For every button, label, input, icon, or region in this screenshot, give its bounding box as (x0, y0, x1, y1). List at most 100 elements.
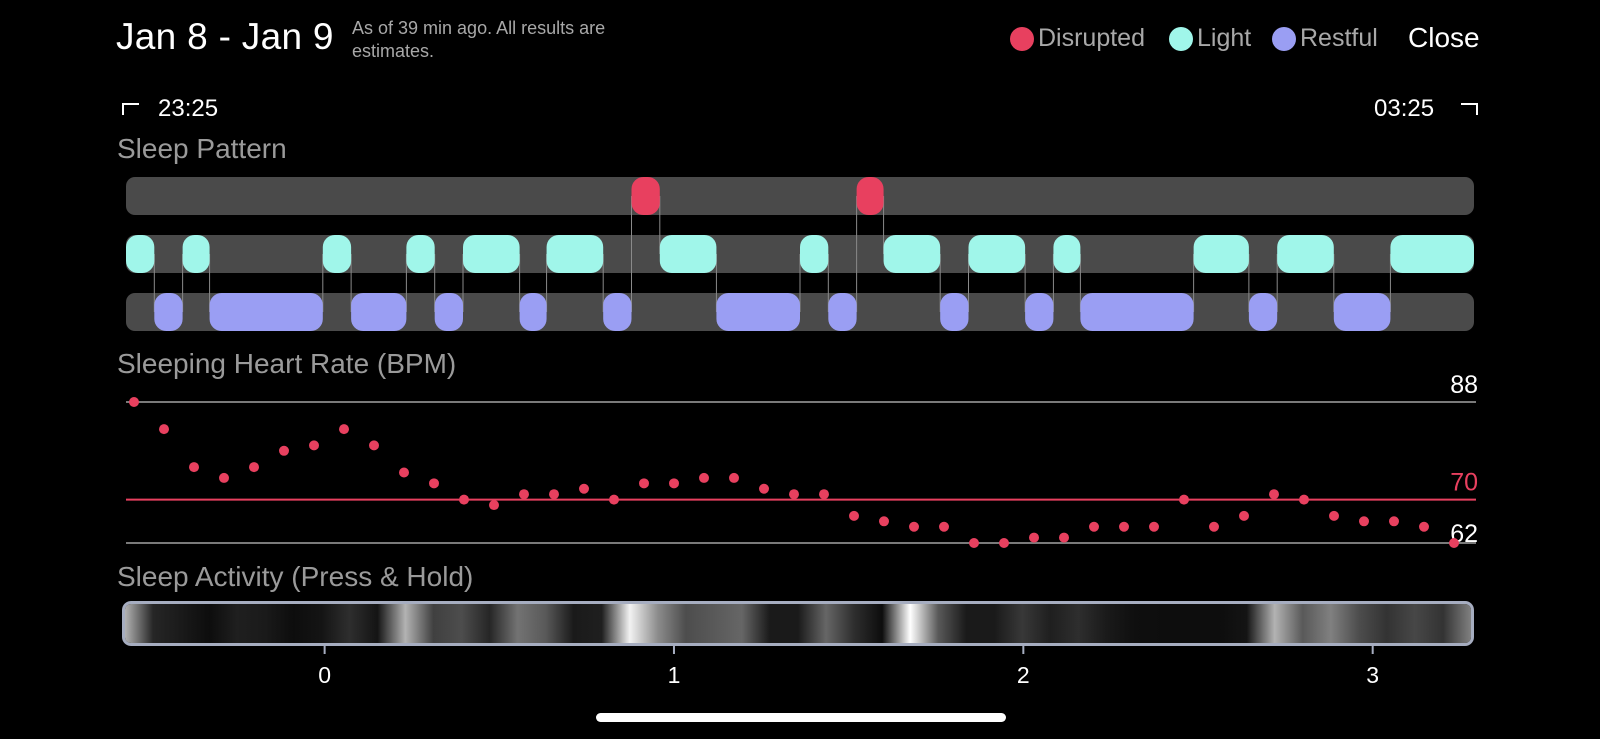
sleep-segment-light (126, 235, 155, 273)
sleep-segment-light (182, 235, 210, 273)
heart-rate-point (1209, 521, 1219, 532)
heart-rate-point (519, 489, 529, 500)
legend-label: Disrupted (1038, 24, 1145, 52)
activity-tick-label: 3 (1366, 662, 1379, 688)
sleep-segment-light (1193, 235, 1249, 273)
sleep-segment-disrupted (856, 177, 884, 215)
activity-axis: 0 1 2 3 (318, 646, 1379, 688)
sleep-segment-light (1390, 235, 1474, 273)
heart-rate-point (759, 483, 769, 494)
heart-rate-point (249, 462, 259, 473)
legend-disrupted: Disrupted (1010, 24, 1145, 53)
heart-rate-point (369, 440, 379, 451)
sleep-segment-light (800, 235, 829, 273)
heart-rate-point (429, 478, 439, 489)
heart-rate-point (1029, 532, 1039, 543)
light-dot-icon (1169, 26, 1193, 51)
heart-rate-point (1179, 494, 1189, 505)
heart-rate-point (1119, 521, 1129, 532)
heart-rate-point (219, 472, 229, 483)
heart-rate-point (1149, 521, 1159, 532)
heart-rate-point (609, 494, 619, 505)
legend-label: Light (1197, 24, 1252, 52)
heart-rate-point (1389, 516, 1399, 527)
sleep-segment-restful (603, 293, 632, 331)
heart-rate-point (789, 489, 799, 500)
sleep-segment-restful (1080, 293, 1194, 331)
heart-rate-avg-label: 70 (1450, 469, 1478, 497)
heart-rate-point (1239, 510, 1249, 521)
heart-rate-point (339, 424, 349, 435)
sleep-segment-light (1053, 235, 1081, 273)
sleep-segment-light (463, 235, 520, 273)
sleep-activity-label: Sleep Activity (Press & Hold) (117, 561, 474, 592)
legend-light: Light (1169, 24, 1251, 53)
heart-rate-point (189, 462, 199, 473)
sleep-segment-restful (940, 293, 969, 331)
sleep-segment-restful (209, 293, 323, 331)
sleep-pattern-chart[interactable] (0, 0, 1600, 345)
sleep-segment-light (1277, 235, 1334, 273)
sleep-segment-restful (519, 293, 547, 331)
activity-tick-label: 2 (1017, 662, 1030, 688)
restful-dot-icon (1272, 26, 1296, 51)
heart-rate-point (1329, 510, 1339, 521)
sleep-segment-light (322, 235, 352, 273)
heart-rate-point (129, 397, 139, 407)
sleep-pattern-label: Sleep Pattern (117, 133, 287, 164)
heart-rate-point (969, 538, 979, 548)
sleep-segment-light (406, 235, 435, 273)
sleep-segment-restful (1248, 293, 1278, 331)
heart-rate-point (939, 521, 949, 532)
heart-rate-point (1449, 538, 1459, 548)
heart-rate-point (1359, 516, 1369, 527)
range-start-time: 23:25 (158, 95, 219, 122)
legend-restful: Restful (1272, 24, 1378, 53)
sleep-segment-restful (351, 293, 407, 331)
heart-rate-point (489, 500, 499, 511)
heart-rate-point (849, 510, 859, 521)
activity-tick-label: 0 (318, 662, 331, 688)
heart-rate-point (1059, 532, 1069, 543)
home-indicator[interactable] (596, 713, 1006, 722)
sleep-activity-bar[interactable] (122, 601, 1474, 646)
page-subtitle: As of 39 min ago. All results are estima… (352, 18, 606, 61)
sleep-segment-restful (1025, 293, 1054, 331)
heart-rate-point (1089, 521, 1099, 532)
heart-rate-point (699, 472, 709, 483)
heart-rate-point (1269, 489, 1279, 500)
sleep-segment-restful (828, 293, 857, 331)
range-end-time: 03:25 (1374, 95, 1435, 122)
sleep-segment-restful (434, 293, 463, 331)
sleep-segment-disrupted (631, 177, 660, 215)
heart-rate-point (579, 483, 589, 494)
sleep-segment-light (659, 235, 717, 273)
sleep-segment-restful (716, 293, 800, 331)
heart-rate-point (459, 494, 469, 505)
heart-rate-point (999, 538, 1009, 548)
heart-rate-point (159, 424, 169, 435)
heart-rate-point (909, 521, 919, 532)
sleep-segment-light (546, 235, 604, 273)
heart-rate-point (1299, 494, 1309, 505)
range-start-bracket-icon (122, 103, 139, 115)
activity-intensity-strip (125, 604, 1471, 643)
close-button[interactable]: Close (1408, 22, 1480, 53)
heart-rate-point (819, 489, 829, 500)
heart-rate-point (399, 467, 409, 478)
heart-rate-point (879, 516, 889, 527)
legend-label: Restful (1300, 24, 1378, 52)
disrupted-dot-icon (1010, 26, 1034, 51)
page-title: Jan 8 - Jan 9 (116, 16, 334, 57)
sleep-segment-light (883, 235, 941, 273)
heart-rate-point (279, 445, 289, 456)
heart-rate-point (549, 489, 559, 500)
heart-rate-label: Sleeping Heart Rate (BPM) (117, 348, 457, 379)
heart-rate-point (729, 472, 739, 483)
sleep-segment-restful (1333, 293, 1391, 331)
heart-rate-point (639, 478, 649, 489)
heart-rate-point (669, 478, 679, 489)
sleep-segment-restful (154, 293, 183, 331)
track-disrupted (126, 177, 1474, 215)
range-end-bracket-icon (1461, 103, 1478, 115)
